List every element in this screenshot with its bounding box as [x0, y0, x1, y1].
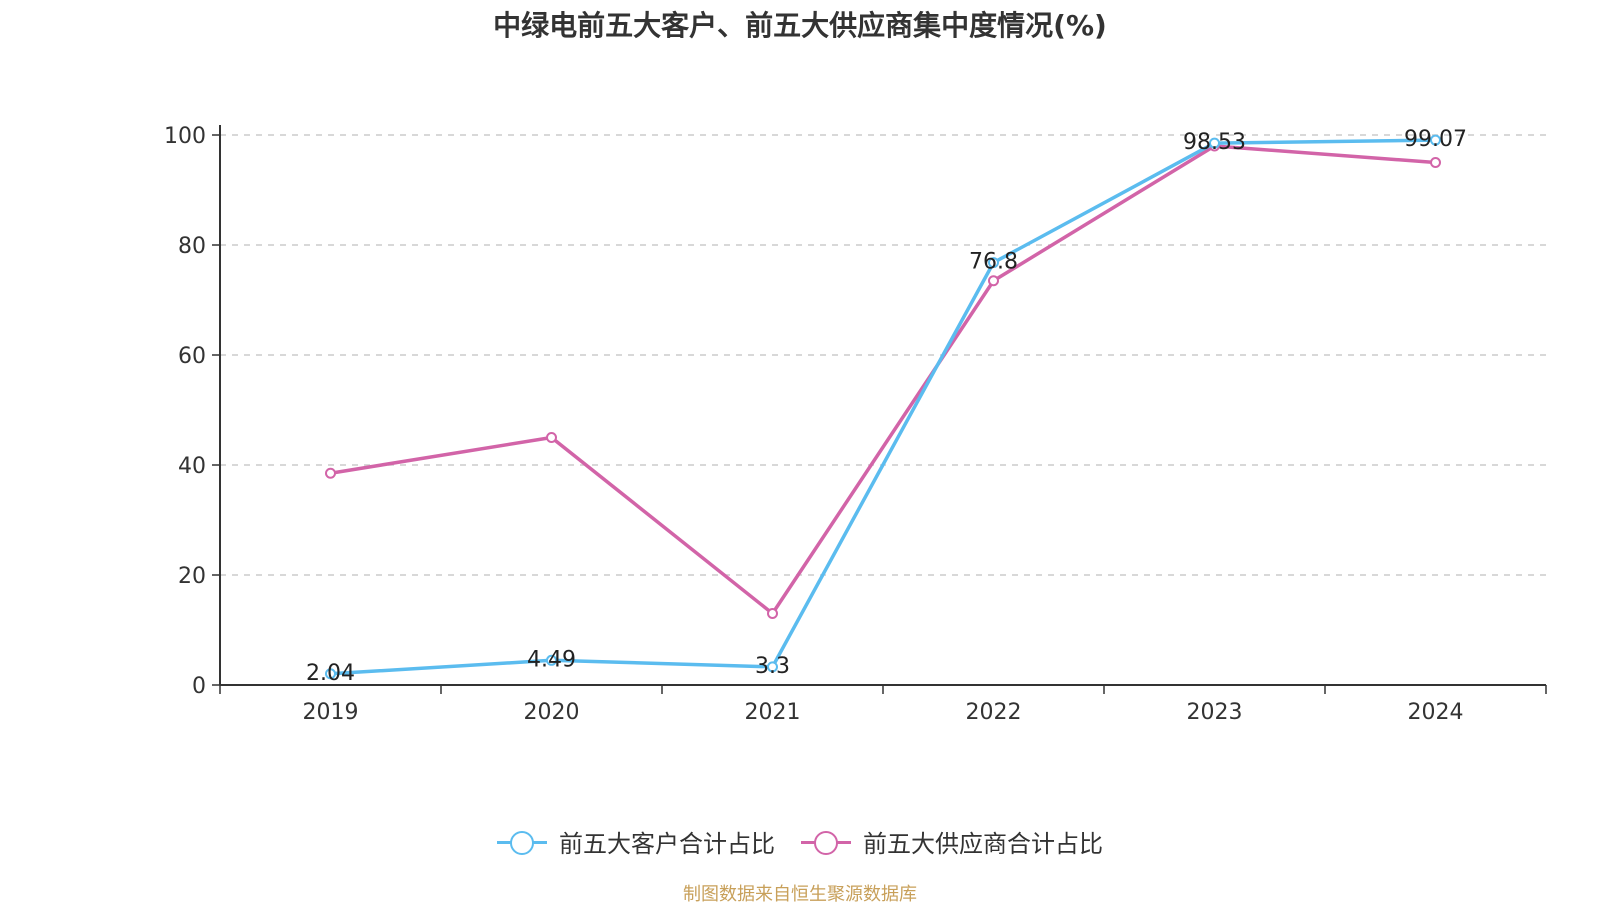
legend-swatch-icon: [801, 830, 851, 855]
source-note: 制图数据来自恒生聚源数据库: [683, 884, 917, 905]
x-tick-label: 2022: [966, 700, 1022, 725]
data-point: [767, 608, 778, 619]
data-labels: 2.04 4.49 3.3 76.8 98.53 99.07: [306, 127, 1467, 686]
y-tick-label: 80: [178, 234, 206, 259]
legend: 前五大客户合计占比 前五大供应商合计占比: [0, 824, 1600, 859]
grid-lines: [220, 134, 1546, 576]
data-label: 3.3: [755, 654, 790, 679]
data-label: 2.04: [306, 661, 355, 686]
data-point: [988, 257, 999, 269]
legend-swatch-icon: [497, 830, 547, 855]
legend-label: 前五大供应商合计占比: [863, 830, 1103, 858]
chart-title: 中绿电前五大客户、前五大供应商集中度情况(%): [493, 9, 1107, 42]
data-label: 98.53: [1183, 130, 1246, 155]
legend-item-1[interactable]: 前五大客户合计占比: [497, 824, 775, 859]
axes: 0 20 40 60 80 100 2019 2020 2021 2022 2023 2024: [164, 124, 1547, 725]
data-label: 99.07: [1404, 127, 1467, 152]
legend-label: 前五大客户合计占比: [559, 830, 775, 858]
x-tick-label: 2020: [524, 700, 580, 725]
data-label: 76.8: [969, 250, 1018, 275]
data-point: [988, 275, 999, 287]
data-point: [1430, 157, 1441, 168]
data-point: [1430, 134, 1441, 146]
series-line-1: [330, 138, 1436, 676]
y-tick-label: 100: [164, 124, 206, 149]
data-point: [325, 668, 336, 680]
y-tick-label: 0: [192, 674, 206, 699]
x-tick-label: 2019: [303, 700, 359, 725]
y-tick-label: 20: [178, 564, 206, 589]
data-point: [546, 432, 557, 443]
series: [325, 134, 1441, 680]
x-tick-label: 2024: [1408, 700, 1464, 725]
x-tick-label: 2021: [745, 700, 801, 725]
x-tick-label: 2023: [1187, 700, 1243, 725]
series-line-2: [330, 144, 1436, 616]
data-point: [325, 467, 336, 479]
legend-item-2[interactable]: 前五大供应商合计占比: [801, 824, 1103, 859]
data-point: [767, 661, 778, 673]
data-label: 4.49: [527, 647, 576, 672]
data-point: [1209, 137, 1220, 149]
y-tick-label: 60: [178, 344, 206, 369]
data-point: [546, 654, 557, 666]
y-tick-label: 40: [178, 454, 206, 479]
